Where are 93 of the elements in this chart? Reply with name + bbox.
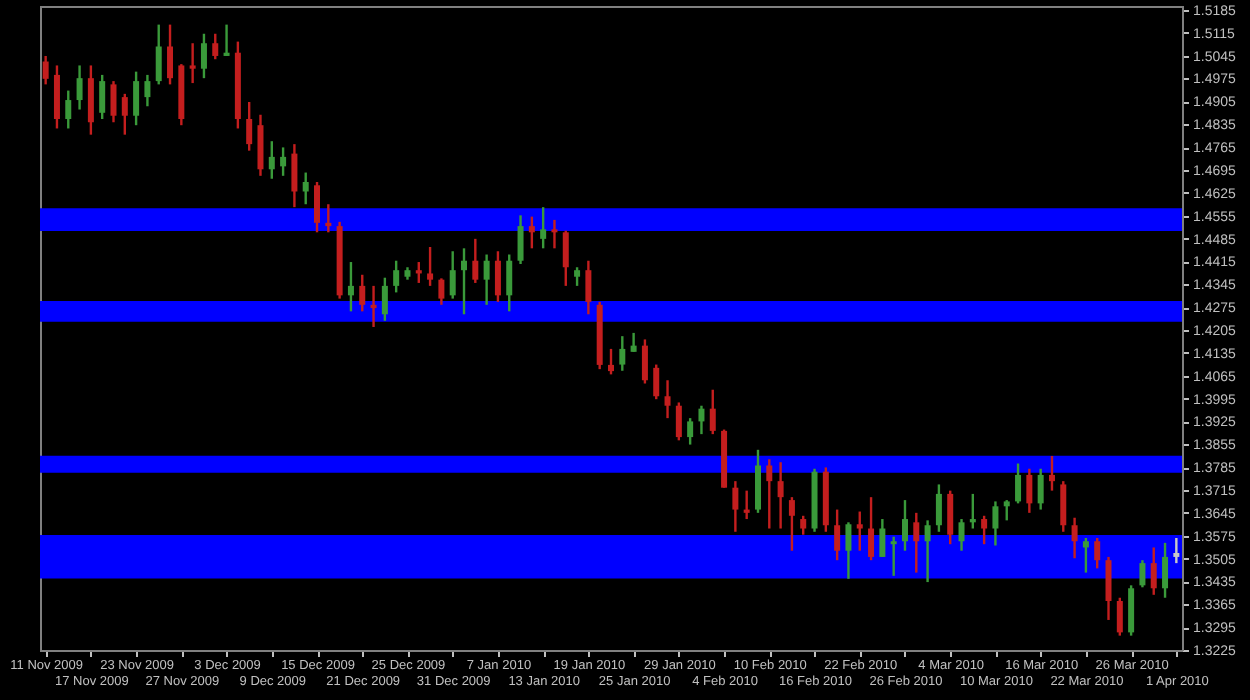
candlestick <box>461 247 468 316</box>
candlestick <box>540 205 547 250</box>
candlestick <box>449 250 456 300</box>
candlestick <box>1003 498 1010 522</box>
candlestick <box>1128 584 1135 637</box>
candlestick <box>1060 479 1067 533</box>
candlestick <box>969 492 976 530</box>
candlestick <box>393 259 400 294</box>
candlestick <box>754 448 761 515</box>
candlestick <box>958 517 965 552</box>
candlestick <box>483 253 490 307</box>
candlestick <box>574 266 581 288</box>
candlestick <box>630 331 637 354</box>
candlestick <box>709 388 716 436</box>
candlestick <box>87 64 94 136</box>
candlestick <box>121 92 128 136</box>
candlestick <box>257 113 264 178</box>
candlestick <box>359 273 366 313</box>
candlestick <box>675 401 682 442</box>
candlestick <box>110 79 117 124</box>
candlestick <box>280 146 287 178</box>
candlestick <box>641 338 648 385</box>
candlestick <box>732 479 739 533</box>
candlestick <box>381 276 388 323</box>
candlestick <box>981 514 988 546</box>
candlestick <box>528 215 535 250</box>
candlestick <box>291 142 298 209</box>
candlestick <box>144 73 151 108</box>
candlestick <box>868 495 875 562</box>
candlestick <box>788 495 795 552</box>
candlestick <box>743 489 750 521</box>
candlestick <box>1048 454 1055 492</box>
candlestick <box>1015 462 1022 505</box>
candlestick <box>370 284 377 329</box>
candlestick <box>856 510 863 552</box>
candlestick <box>551 218 558 250</box>
candlestick <box>1037 467 1044 511</box>
candlestick <box>347 260 354 313</box>
candlestick <box>42 54 49 86</box>
candlestick <box>834 508 841 562</box>
candlestick <box>268 140 275 180</box>
candlestick <box>890 535 897 578</box>
candlestick <box>517 214 524 266</box>
candlestick <box>53 64 60 130</box>
candlestick <box>1105 555 1112 622</box>
candlestick <box>472 237 479 285</box>
candlestick <box>992 500 999 547</box>
candlestick <box>1082 536 1089 574</box>
candlestick <box>212 32 219 61</box>
candlestick <box>415 260 422 285</box>
candlestick <box>133 70 140 127</box>
candlestick <box>562 229 569 288</box>
candlestick <box>506 253 513 313</box>
candlestick <box>913 511 920 574</box>
candlestick <box>427 245 434 288</box>
candlestick <box>1026 467 1033 515</box>
candlestick <box>901 498 908 552</box>
candlestick <box>1150 546 1157 597</box>
candlestick <box>325 203 332 234</box>
candlestick <box>935 483 942 533</box>
candlestick <box>189 42 196 85</box>
candlestick <box>879 517 886 559</box>
candlestick <box>314 180 321 234</box>
candlestick <box>155 23 162 86</box>
candlestick <box>845 521 852 581</box>
candlestick <box>653 363 660 401</box>
candlestick <box>608 347 614 376</box>
candlestick <box>65 89 72 130</box>
candlestick <box>246 100 253 152</box>
candlestick <box>1071 516 1078 560</box>
candlestick <box>1094 536 1101 570</box>
candlestick <box>687 416 694 446</box>
candlestick <box>664 379 671 420</box>
candlestick <box>223 23 230 58</box>
candlestick <box>76 64 83 111</box>
candlestick <box>1139 558 1146 589</box>
candlestick <box>167 23 174 86</box>
candlestick <box>1162 541 1169 599</box>
candlestick <box>302 171 309 206</box>
candlestick <box>1173 536 1180 565</box>
candlestick <box>698 404 705 436</box>
candlestick <box>619 334 626 372</box>
candlestick <box>200 32 207 80</box>
candlestick <box>800 514 807 536</box>
candlestick <box>947 489 954 546</box>
candlestick <box>924 519 931 584</box>
candlestick <box>1116 596 1123 637</box>
candlestick <box>494 250 501 304</box>
candlestick <box>585 259 592 316</box>
candlestick <box>99 73 106 121</box>
candlestick <box>438 277 445 307</box>
candlestick <box>766 458 773 530</box>
candlestick <box>777 461 784 530</box>
